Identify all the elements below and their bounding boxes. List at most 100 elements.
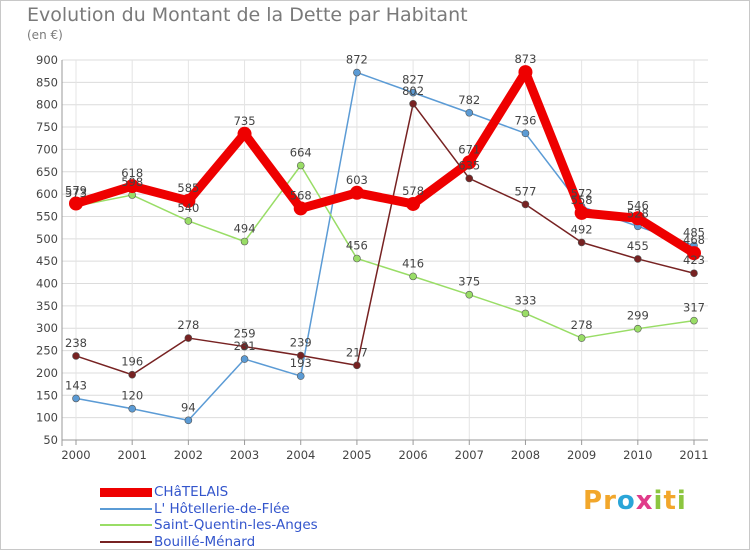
y-tick-label: 900	[36, 53, 58, 67]
point-chatelais	[406, 196, 421, 211]
data-label-bouille: 239	[290, 336, 312, 350]
y-tick-label: 50	[43, 433, 58, 447]
point-chatelais	[69, 196, 83, 211]
point-bouille	[184, 334, 193, 342]
data-label-saint-quentin: 333	[514, 293, 536, 307]
brand-letter: t	[663, 486, 677, 516]
data-label-chatelais: 546	[627, 198, 649, 212]
point-chatelais	[125, 179, 140, 194]
series-line-chatelais	[577, 208, 643, 223]
data-label-chatelais: 735	[234, 114, 256, 128]
data-label-chatelais: 558	[571, 193, 593, 207]
legend-item-hotellerie: L' Hôtellerie-de-Flée	[100, 501, 318, 518]
legend-label-chatelais: CHâTELAIS	[154, 484, 229, 501]
data-label-bouille: 802	[402, 84, 424, 98]
chart-title: Evolution du Montant de la Dette par Hab…	[27, 4, 468, 26]
y-tick-label: 550	[36, 209, 58, 223]
y-tick-label: 200	[36, 366, 58, 380]
point-bouille	[577, 238, 586, 247]
data-label-saint-quentin: 416	[402, 256, 424, 270]
series-line-saint-quentin	[637, 319, 695, 330]
data-label-chatelais: 468	[683, 233, 705, 247]
series-line-bouille	[131, 337, 190, 376]
data-label-hotellerie: 120	[121, 389, 143, 403]
series-line-bouille	[524, 203, 583, 244]
y-tick-label: 600	[36, 187, 58, 201]
data-label-chatelais: 873	[514, 52, 536, 66]
series-line-hotellerie	[299, 71, 358, 377]
y-tick-label: 800	[36, 98, 58, 112]
data-label-hotellerie: 485	[683, 226, 705, 240]
point-hotellerie	[521, 129, 530, 138]
point-hotellerie	[72, 394, 80, 403]
y-tick-label: 450	[36, 254, 58, 268]
legend-item-saint-quentin: Saint-Quentin-les-Anges	[100, 517, 318, 534]
series-line-saint-quentin	[524, 312, 583, 339]
legend-item-bouille: Bouillé-Ménard	[100, 534, 318, 550]
x-tick-label: 2004	[286, 448, 315, 462]
brand-letter: x	[635, 486, 654, 516]
series-line-chatelais	[633, 213, 699, 258]
point-saint-quentin	[690, 316, 698, 325]
legend-swatch-bouille	[100, 540, 152, 543]
x-tick-label: 2008	[511, 448, 540, 462]
series-line-chatelais	[520, 67, 587, 218]
point-bouille	[465, 174, 474, 183]
series-line-hotellerie	[187, 358, 246, 422]
point-bouille	[409, 100, 417, 108]
point-chatelais	[181, 193, 196, 208]
x-tick-label: 2010	[623, 448, 652, 462]
point-hotellerie	[184, 416, 193, 425]
data-label-hotellerie: 872	[346, 53, 368, 67]
series-line-chatelais	[352, 188, 418, 209]
x-tick-label: 2001	[118, 448, 147, 462]
point-bouille	[240, 342, 249, 351]
data-label-chatelais: 579	[65, 184, 87, 198]
x-tick-label: 2000	[61, 448, 90, 462]
legend-swatch-hotellerie	[100, 507, 152, 510]
chart-legend: CHâTELAIS L' Hôtellerie-de-Flée Saint-Qu…	[100, 484, 318, 550]
data-label-bouille: 635	[458, 158, 480, 172]
y-tick-label: 350	[36, 299, 58, 313]
chart-unit: (en €)	[27, 28, 63, 42]
y-tick-label: 700	[36, 142, 58, 156]
data-label-hotellerie: 782	[458, 93, 480, 107]
data-label-hotellerie: 827	[402, 73, 424, 87]
series-line-bouille	[187, 337, 246, 348]
point-chatelais	[237, 126, 252, 141]
series-line-hotellerie	[75, 397, 133, 410]
series-line-saint-quentin	[356, 257, 414, 278]
data-label-hotellerie: 736	[514, 113, 536, 127]
series-line-chatelais	[71, 181, 137, 209]
point-saint-quentin	[577, 334, 586, 342]
plot-area	[62, 60, 708, 440]
brand-logo[interactable]: Proxiti	[583, 486, 687, 516]
legend-item-chatelais: CHâTELAIS	[100, 484, 318, 501]
series-line-bouille	[356, 103, 414, 367]
x-tick-label: 2006	[398, 448, 427, 462]
point-hotellerie	[353, 68, 361, 77]
data-label-saint-quentin: 456	[346, 238, 368, 252]
series-line-saint-quentin	[187, 220, 246, 243]
point-hotellerie	[296, 372, 305, 380]
point-bouille	[690, 269, 698, 278]
point-bouille	[296, 351, 305, 360]
data-label-bouille: 259	[234, 327, 256, 341]
point-saint-quentin	[409, 272, 417, 281]
data-label-hotellerie: 572	[571, 187, 593, 201]
data-label-bouille: 423	[683, 253, 705, 267]
data-label-chatelais: 585	[177, 181, 199, 195]
point-bouille	[72, 352, 80, 360]
point-chatelais	[293, 201, 308, 216]
y-tick-label: 750	[36, 120, 58, 134]
series-line-chatelais	[464, 67, 530, 167]
series-line-bouille	[243, 345, 302, 357]
point-chatelais	[630, 211, 645, 226]
point-saint-quentin	[634, 324, 642, 333]
data-label-bouille: 278	[177, 318, 199, 332]
data-label-hotellerie: 231	[234, 339, 256, 353]
series-line-saint-quentin	[412, 275, 471, 296]
data-label-saint-quentin: 573	[65, 186, 87, 200]
legend-label-bouille: Bouillé-Ménard	[154, 533, 256, 550]
